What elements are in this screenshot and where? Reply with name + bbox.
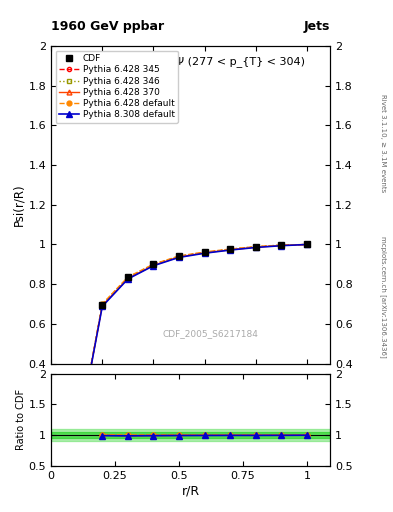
Text: Jets: Jets [304, 20, 330, 33]
Text: Integral jet shapeΨ (277 < p_{T} < 304): Integral jet shapeΨ (277 < p_{T} < 304) [77, 56, 305, 67]
X-axis label: r/R: r/R [182, 485, 200, 498]
Legend: CDF, Pythia 6.428 345, Pythia 6.428 346, Pythia 6.428 370, Pythia 6.428 default,: CDF, Pythia 6.428 345, Pythia 6.428 346,… [55, 51, 178, 123]
Text: Rivet 3.1.10, ≥ 3.1M events: Rivet 3.1.10, ≥ 3.1M events [380, 94, 386, 193]
Text: CDF_2005_S6217184: CDF_2005_S6217184 [162, 329, 258, 338]
Text: 1960 GeV ppbar: 1960 GeV ppbar [51, 20, 164, 33]
Y-axis label: Ratio to CDF: Ratio to CDF [16, 389, 26, 451]
Text: mcplots.cern.ch [arXiv:1306.3436]: mcplots.cern.ch [arXiv:1306.3436] [380, 236, 387, 358]
Y-axis label: Psi(r/R): Psi(r/R) [13, 183, 26, 226]
